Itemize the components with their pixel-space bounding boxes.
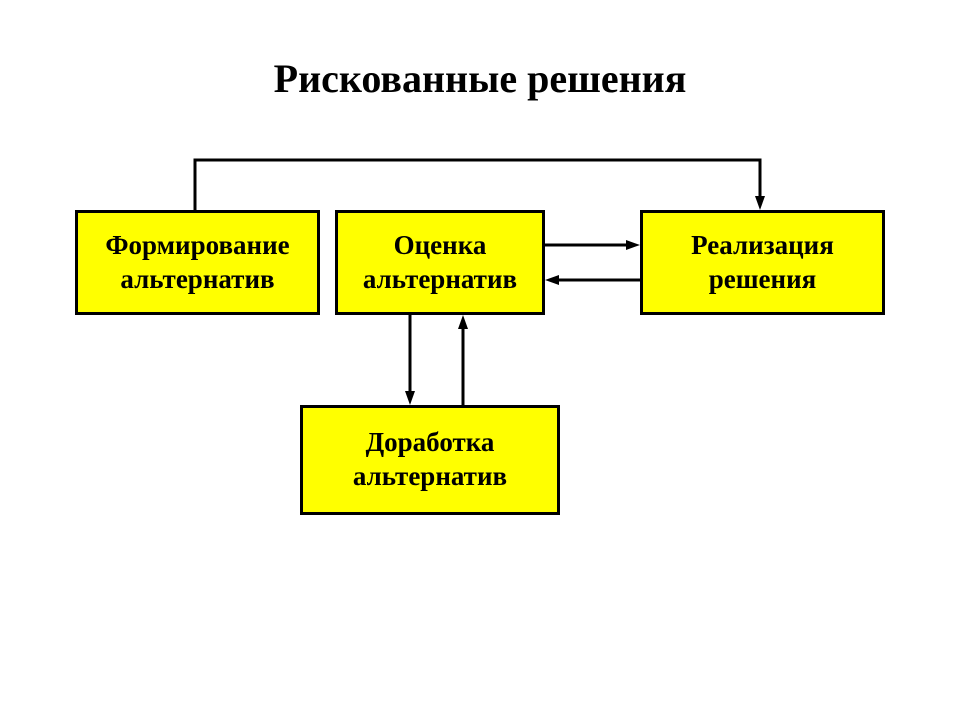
node-label: Оценкаальтернатив: [363, 229, 517, 297]
node-label: Доработкаальтернатив: [353, 426, 507, 494]
node-evaluation-alternatives: Оценкаальтернатив: [335, 210, 545, 315]
node-formation-alternatives: Формированиеальтернатив: [75, 210, 320, 315]
node-label: Формированиеальтернатив: [105, 229, 289, 297]
node-refinement-alternatives: Доработкаальтернатив: [300, 405, 560, 515]
diagram-title: Рискованные решения: [0, 55, 960, 102]
diagram-connectors: [0, 0, 960, 720]
node-label: Реализациярешения: [691, 229, 834, 297]
node-implementation: Реализациярешения: [640, 210, 885, 315]
